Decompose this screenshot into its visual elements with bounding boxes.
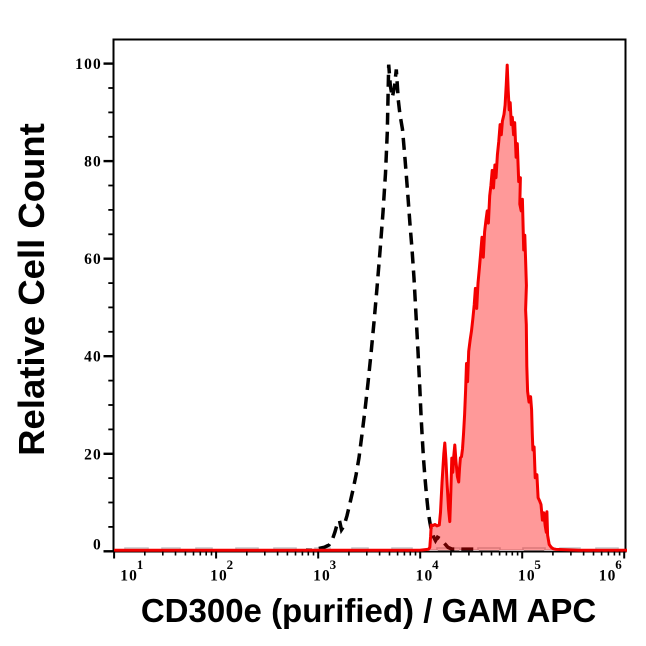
svg-text:3: 3 bbox=[330, 557, 337, 572]
svg-text:CD300e (purified) / GAM APC: CD300e (purified) / GAM APC bbox=[141, 592, 596, 629]
svg-text:4: 4 bbox=[432, 557, 439, 572]
svg-text:10: 10 bbox=[313, 568, 331, 585]
svg-text:10: 10 bbox=[416, 568, 434, 585]
svg-text:10: 10 bbox=[120, 568, 138, 585]
svg-text:80: 80 bbox=[84, 153, 102, 170]
svg-text:Relative Cell Count: Relative Cell Count bbox=[11, 123, 52, 456]
svg-text:20: 20 bbox=[84, 447, 102, 464]
svg-text:10: 10 bbox=[518, 568, 536, 585]
svg-text:6: 6 bbox=[615, 557, 622, 572]
svg-text:60: 60 bbox=[84, 251, 102, 268]
svg-text:100: 100 bbox=[75, 56, 102, 73]
svg-text:2: 2 bbox=[227, 557, 234, 572]
svg-text:1: 1 bbox=[137, 557, 144, 572]
svg-text:5: 5 bbox=[534, 557, 541, 572]
svg-text:10: 10 bbox=[599, 568, 617, 585]
svg-text:0: 0 bbox=[93, 537, 102, 554]
svg-text:10: 10 bbox=[210, 568, 228, 585]
svg-text:40: 40 bbox=[84, 348, 102, 365]
